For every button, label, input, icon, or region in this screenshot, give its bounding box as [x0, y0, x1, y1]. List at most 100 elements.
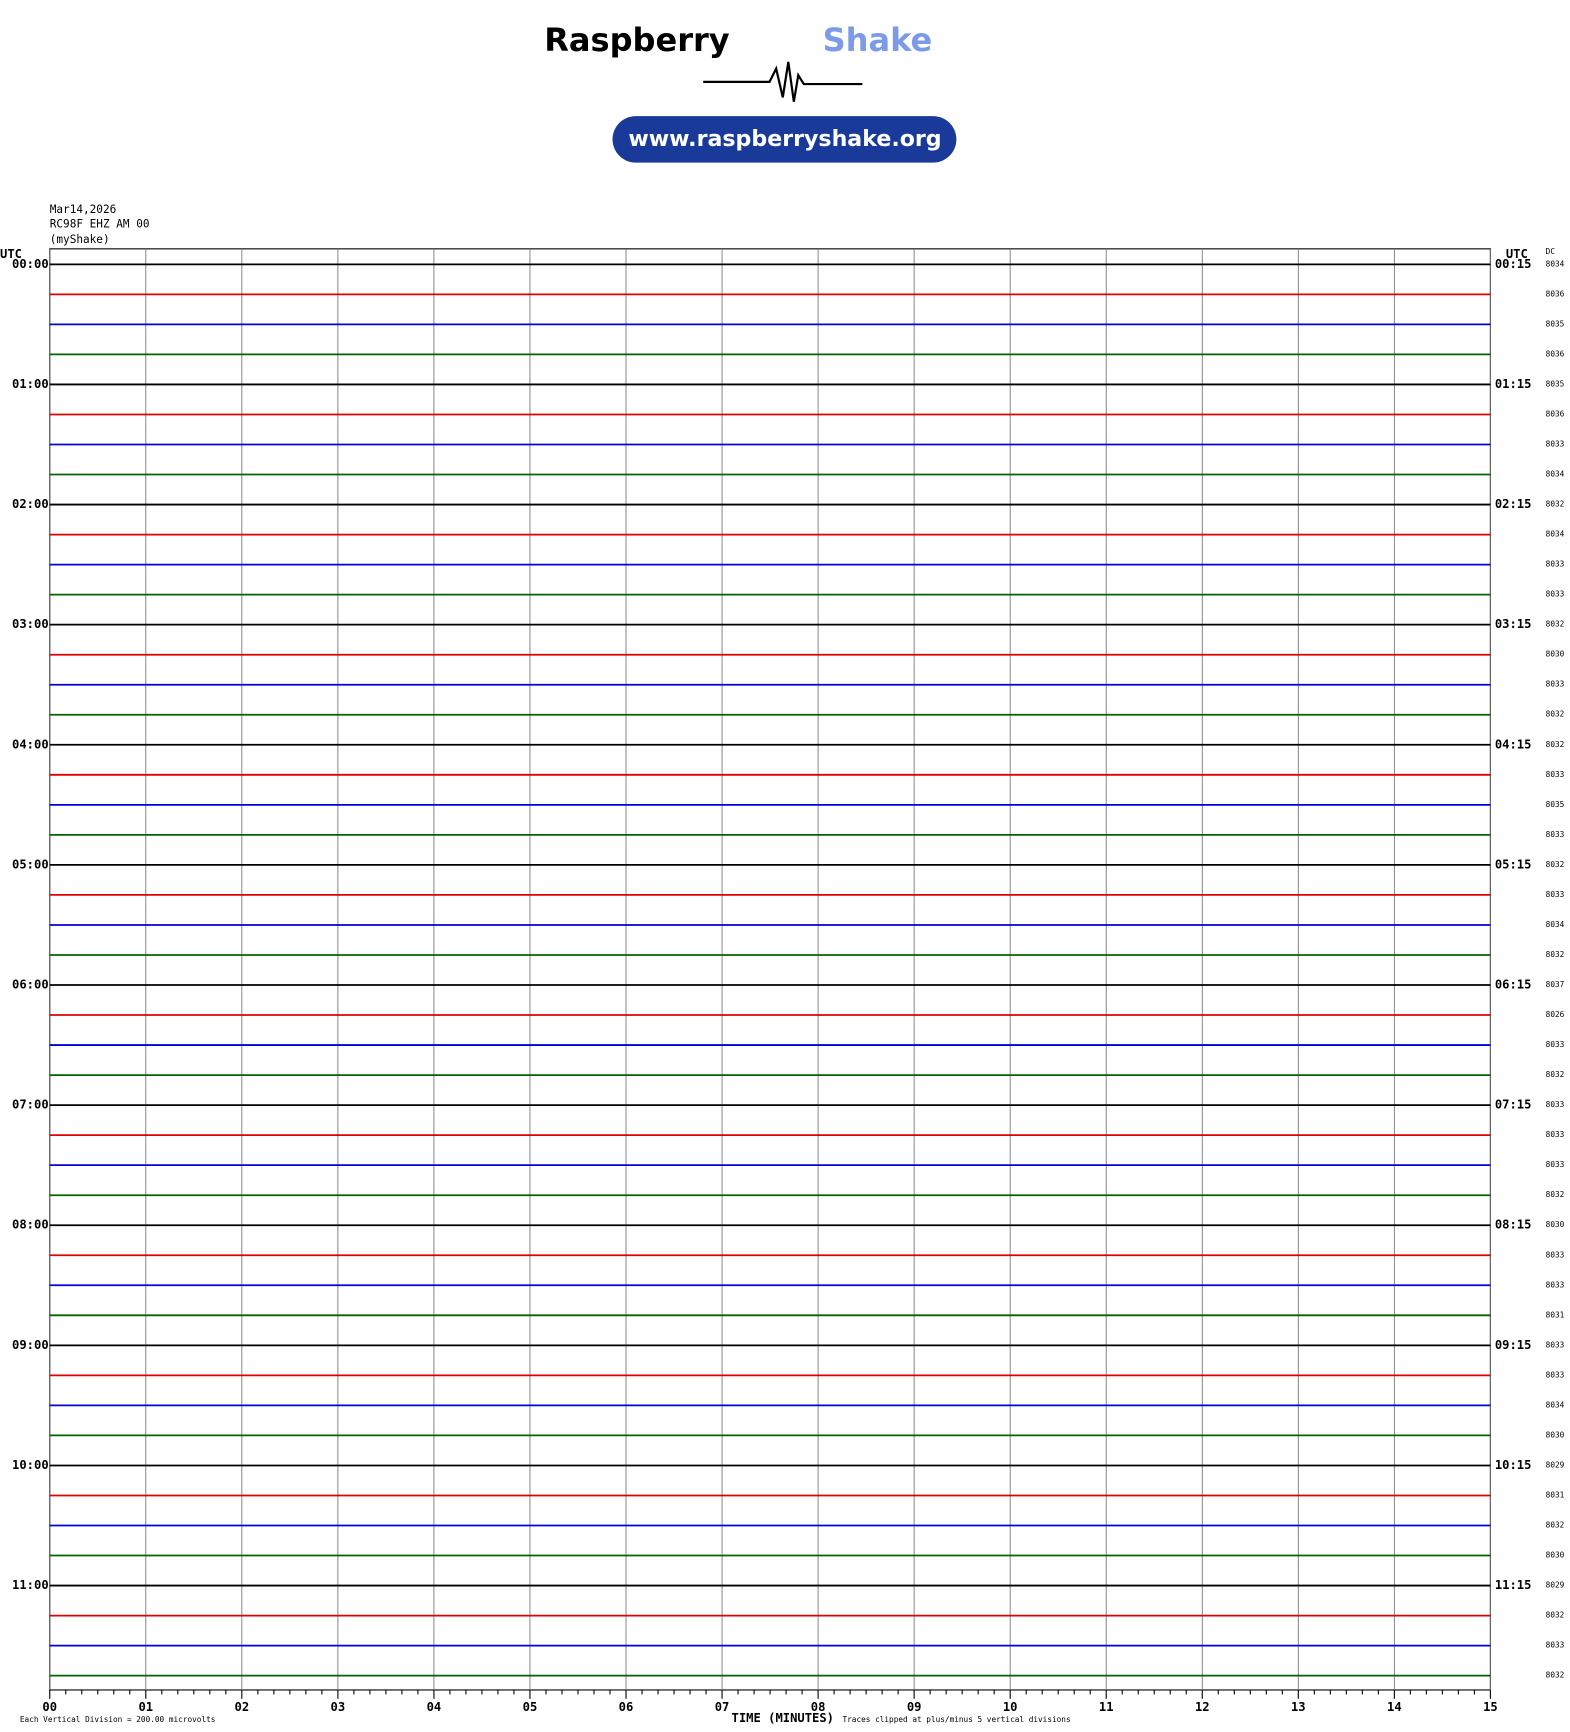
dc-value: 8030 — [1546, 1551, 1565, 1560]
right-time-label: 08:15 — [1495, 1218, 1532, 1232]
right-time-label: 01:15 — [1495, 377, 1532, 391]
left-time-label: 08:00 — [12, 1218, 49, 1232]
brand-shake: Shake — [823, 21, 933, 59]
left-time-label: 04:00 — [12, 737, 49, 751]
x-tick-label: 08 — [811, 1700, 826, 1714]
dc-value: 8030 — [1546, 650, 1565, 659]
x-tick-label: 14 — [1387, 1700, 1402, 1714]
dc-value: 8037 — [1546, 980, 1565, 989]
brand-raspberry: Raspberry — [544, 21, 730, 59]
right-time-label: 10:15 — [1495, 1458, 1532, 1472]
left-time-label: 09:00 — [12, 1338, 49, 1352]
date: Mar14,2026 — [50, 203, 117, 216]
right-time-label: 11:15 — [1495, 1578, 1532, 1592]
left-time-label: 06:00 — [12, 978, 49, 992]
right-time-label: 00:15 — [1495, 257, 1532, 271]
left-time-label: 10:00 — [12, 1458, 49, 1472]
right-time-label: 07:15 — [1495, 1098, 1532, 1112]
dc-value: 8032 — [1546, 1070, 1565, 1079]
right-time-label: 03:15 — [1495, 617, 1532, 631]
dc-value: 8036 — [1546, 289, 1565, 298]
dc-value: 8034 — [1546, 259, 1565, 268]
x-tick-label: 07 — [715, 1700, 730, 1714]
dc-value: 8029 — [1546, 1581, 1565, 1590]
dc-value: 8035 — [1546, 319, 1565, 328]
dc-value: 8026 — [1546, 1010, 1565, 1019]
x-tick-label: 13 — [1291, 1700, 1306, 1714]
dc-value: 8033 — [1546, 830, 1565, 839]
dc-value: 8032 — [1546, 1521, 1565, 1530]
dc-value: 8030 — [1546, 1220, 1565, 1229]
right-time-label: 05:15 — [1495, 857, 1532, 871]
dc-value: 8029 — [1546, 1460, 1565, 1469]
plot-frame — [49, 248, 1491, 1691]
dc-value: 8033 — [1546, 1340, 1565, 1349]
dc-value: 8034 — [1546, 1400, 1565, 1409]
dc-value: 8032 — [1546, 710, 1565, 719]
left-time-label: 11:00 — [12, 1578, 49, 1592]
x-tick-label: 01 — [138, 1700, 153, 1714]
logo-wave — [703, 61, 863, 102]
dc-value: 8031 — [1546, 1310, 1565, 1319]
dc-value: 8032 — [1546, 620, 1565, 629]
dc-value: 8033 — [1546, 680, 1565, 689]
dc-value: 8030 — [1546, 1430, 1565, 1439]
x-tick-label: 09 — [907, 1700, 922, 1714]
x-tick-label: 10 — [1003, 1700, 1018, 1714]
dc-value: 8034 — [1546, 530, 1565, 539]
url: www.raspberryshake.org — [628, 126, 941, 152]
utc-left: UTC — [0, 247, 22, 261]
x-tick-label: 03 — [331, 1700, 346, 1714]
x-tick-label: 06 — [619, 1700, 634, 1714]
utc-right: UTC — [1506, 247, 1528, 261]
dc-value: 8036 — [1546, 409, 1565, 418]
x-tick-label: 05 — [523, 1700, 538, 1714]
dc-label: DC — [1546, 247, 1556, 256]
left-time-label: 00:00 — [12, 257, 49, 271]
dc-value: 8032 — [1546, 500, 1565, 509]
dc-value: 8032 — [1546, 740, 1565, 749]
footer-left: Each Vertical Division = 200.00 microvol… — [20, 1715, 216, 1724]
x-tick-label: 15 — [1483, 1700, 1498, 1714]
dc-value: 8034 — [1546, 920, 1565, 929]
dc-value: 8033 — [1546, 1040, 1565, 1049]
dc-value: 8032 — [1546, 1190, 1565, 1199]
dc-value: 8033 — [1546, 560, 1565, 569]
dc-value: 8033 — [1546, 770, 1565, 779]
left-time-label: 05:00 — [12, 857, 49, 871]
x-tick-label: 02 — [235, 1700, 250, 1714]
x-tick-label: 11 — [1099, 1700, 1114, 1714]
footer-right: Traces clipped at plus/minus 5 vertical … — [842, 1715, 1070, 1724]
dc-value: 8032 — [1546, 860, 1565, 869]
right-time-label: 02:15 — [1495, 497, 1532, 511]
right-time-label: 06:15 — [1495, 978, 1532, 992]
dc-value: 8033 — [1546, 1250, 1565, 1259]
right-time-label: 04:15 — [1495, 737, 1532, 751]
left-time-label: 03:00 — [12, 617, 49, 631]
dc-value: 8033 — [1546, 1370, 1565, 1379]
dc-value: 8033 — [1546, 1280, 1565, 1289]
dc-value: 8033 — [1546, 1130, 1565, 1139]
dc-value: 8032 — [1546, 1671, 1565, 1680]
x-tick-label: 04 — [427, 1700, 442, 1714]
x-tick-label: 12 — [1195, 1700, 1210, 1714]
left-time-label: 07:00 — [12, 1098, 49, 1112]
dc-value: 8033 — [1546, 1160, 1565, 1169]
dc-value: 8032 — [1546, 1611, 1565, 1620]
dc-value: 8034 — [1546, 470, 1565, 479]
dc-value: 8033 — [1546, 440, 1565, 449]
left-time-label: 01:00 — [12, 377, 49, 391]
channel: RC98F EHZ AM 00 — [50, 218, 150, 231]
dc-value: 8033 — [1546, 1100, 1565, 1109]
dc-value: 8035 — [1546, 379, 1565, 388]
right-time-label: 09:15 — [1495, 1338, 1532, 1352]
x-tick-label: 00 — [42, 1700, 57, 1714]
x-label: TIME (MINUTES) — [732, 1711, 834, 1725]
network: (myShake) — [50, 233, 110, 246]
dc-value: 8033 — [1546, 590, 1565, 599]
dc-value: 8033 — [1546, 1641, 1565, 1650]
dc-value: 8035 — [1546, 800, 1565, 809]
dc-value: 8032 — [1546, 950, 1565, 959]
